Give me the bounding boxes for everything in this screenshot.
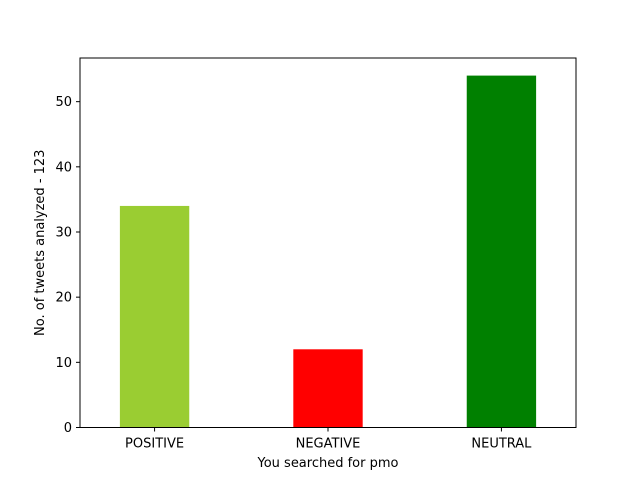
bars-group (119, 75, 537, 428)
x-tick-label: POSITIVE (125, 437, 184, 452)
y-axis-title: No. of tweets analyzed - 123 (33, 150, 48, 336)
y-tick-label: 10 (55, 356, 72, 371)
y-tick-label: 30 (55, 225, 72, 240)
y-tick-label: 40 (55, 160, 72, 175)
y-tick-label: 0 (64, 421, 72, 436)
y-tick-label: 20 (55, 291, 72, 306)
bar-neutral (466, 75, 537, 428)
bar-positive (119, 205, 190, 428)
x-axis-ticks: POSITIVE NEGATIVE NEUTRAL (125, 427, 532, 452)
y-axis-ticks: 0 10 20 30 40 50 (55, 95, 80, 436)
x-tick-label: NEUTRAL (471, 437, 532, 452)
plot-area-frame (79, 57, 577, 428)
bar-negative (293, 349, 363, 428)
x-axis-title: You searched for pmo (257, 456, 399, 471)
y-tick-label: 50 (55, 95, 72, 110)
x-tick-label: NEGATIVE (296, 437, 361, 452)
